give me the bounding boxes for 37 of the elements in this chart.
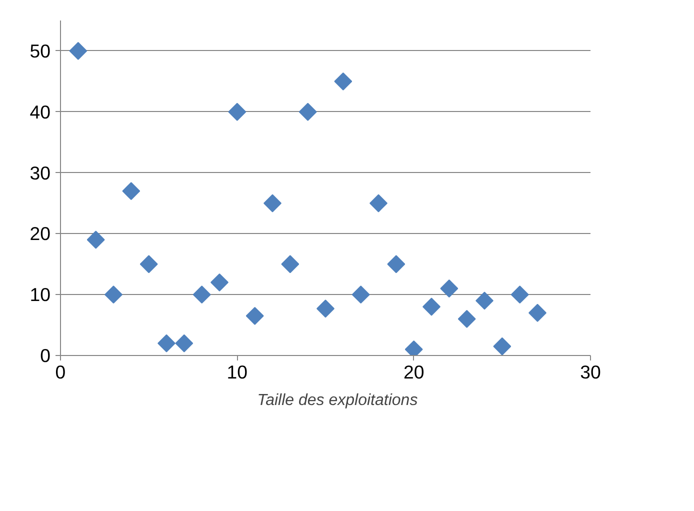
point <box>104 286 122 304</box>
point <box>140 255 158 274</box>
point <box>69 42 88 60</box>
point <box>352 286 370 304</box>
y-tick-label: 10 <box>30 284 51 306</box>
y-tick-label: 40 <box>30 101 51 122</box>
point <box>334 72 352 90</box>
point <box>122 182 140 200</box>
point <box>528 304 546 322</box>
point <box>210 273 228 292</box>
point <box>158 334 176 352</box>
point <box>387 255 406 274</box>
point <box>228 102 246 121</box>
y-tick-label: 0 <box>40 345 51 366</box>
point <box>370 194 388 212</box>
point <box>493 337 512 356</box>
point <box>510 286 529 304</box>
point <box>440 280 458 298</box>
point <box>422 298 440 316</box>
x-tick-label: 20 <box>403 362 424 382</box>
point <box>264 194 282 212</box>
point <box>86 230 105 249</box>
point <box>281 255 300 274</box>
y-tick-label: 20 <box>30 223 51 244</box>
point <box>298 102 317 121</box>
x-tick-label: 30 <box>580 362 601 382</box>
point <box>458 310 476 328</box>
point <box>192 286 211 304</box>
x-tick-label: 10 <box>226 362 248 382</box>
y-tick-label: 50 <box>30 40 51 62</box>
point <box>316 300 334 318</box>
x-tick-label: 0 <box>55 362 66 382</box>
y-tick-label: 30 <box>30 162 51 184</box>
point <box>476 292 494 310</box>
point <box>175 334 194 352</box>
point <box>246 306 264 325</box>
text: Taille des exploitations <box>257 392 418 410</box>
